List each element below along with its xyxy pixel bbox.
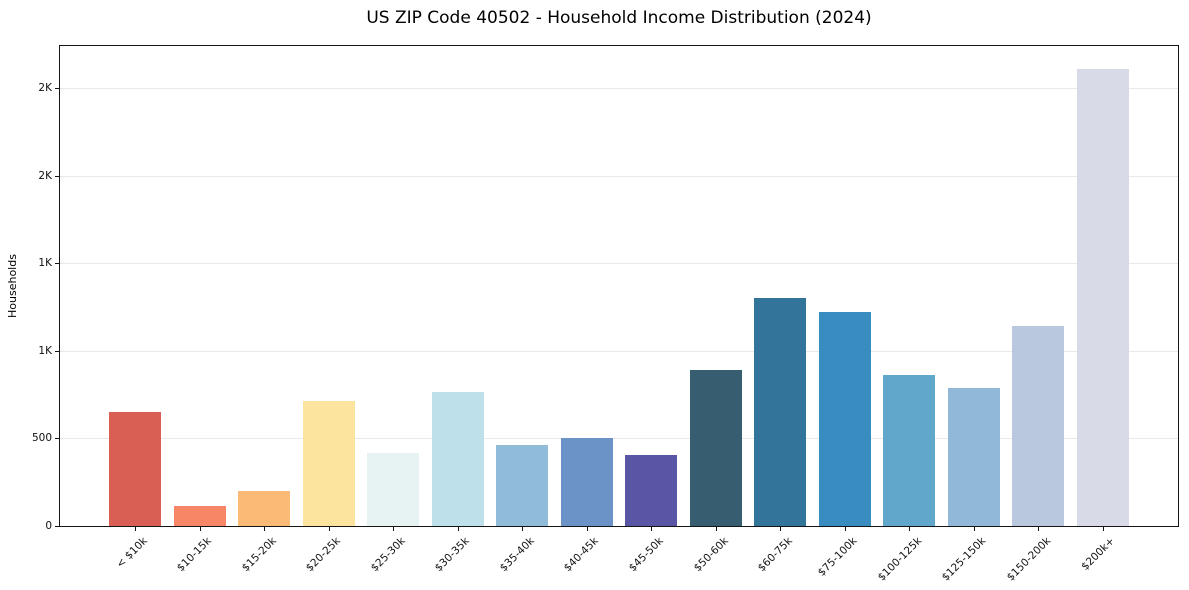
bar-40-45k [560,438,613,526]
y-tick-label: 2K [38,82,52,95]
y-tick-mark [55,438,59,440]
x-tick-mark [973,527,975,531]
bar-45-50k [625,455,678,526]
gridline [60,438,1178,440]
bar-35-40k [496,444,549,526]
x-tick-label: $50-60k [691,535,731,575]
x-tick-label: $45-50k [626,535,666,575]
x-tick-label: $60-75k [755,535,795,575]
x-tick-label: $75-100k [815,535,860,579]
x-tick-mark [651,527,653,531]
gridline [60,175,1178,177]
bar-125-150k [947,388,1000,526]
x-tick-mark [522,527,524,531]
y-tick-mark [55,263,59,265]
x-tick-mark [199,527,201,531]
x-tick-mark [780,527,782,531]
x-tick-label: $30-35k [433,535,473,575]
x-tick-mark [264,527,266,531]
y-tick-label: 500 [31,432,52,445]
bar-75-100k [818,312,871,526]
x-tick-label: $15-20k [239,535,279,575]
x-tick-mark [135,527,136,531]
y-tick-mark [55,350,59,352]
y-axis-label: Households [6,254,19,318]
gridline [60,263,1178,265]
bar-50-60k [689,370,742,526]
bar-10-15k [173,505,226,526]
x-tick-label: < $10k [113,535,150,571]
x-tick-mark [457,527,459,531]
bar-150-200k [1012,326,1065,526]
x-tick-mark [909,527,911,531]
plot-area [59,45,1179,527]
bar-25-30k [367,453,420,526]
x-tick-mark [586,527,588,531]
gridline [60,88,1178,90]
x-tick-label: $100-125k [875,535,924,584]
bar-20-25k [302,400,355,526]
x-tick-label: $150-200k [1004,535,1053,584]
x-tick-label: $10-15k [174,535,215,575]
x-tick-mark [328,527,330,531]
bar-30-35k [431,392,484,526]
bar-100-125k [883,375,936,526]
x-tick-mark [393,527,395,531]
gridline [60,350,1178,352]
x-tick-label: $25-30k [368,535,408,575]
bar-60-75k [754,298,807,526]
bar-200k [1076,68,1129,526]
x-tick-label: $200k+ [1079,535,1118,573]
x-tick-label: $20-25k [303,535,344,575]
x-tick-label: $40-45k [562,535,602,575]
x-tick-mark [715,527,717,531]
x-tick-mark [1102,527,1104,531]
y-tick-label: 1K [38,344,52,357]
bar-15-20k [238,490,291,526]
x-tick-mark [1038,527,1040,531]
x-tick-label: $35-40k [497,535,537,575]
y-tick-label: 1K [38,257,52,270]
x-tick-label: $125-150k [939,535,989,584]
y-tick-mark [55,175,59,177]
x-tick-mark [844,527,846,531]
y-tick-label: 2K [38,169,52,182]
chart-title: US ZIP Code 40502 - Household Income Dis… [366,8,872,28]
y-tick-mark [55,88,59,90]
y-tick-label: 0 [45,520,52,532]
bar-10k [109,412,161,526]
y-tick-mark [55,526,59,527]
